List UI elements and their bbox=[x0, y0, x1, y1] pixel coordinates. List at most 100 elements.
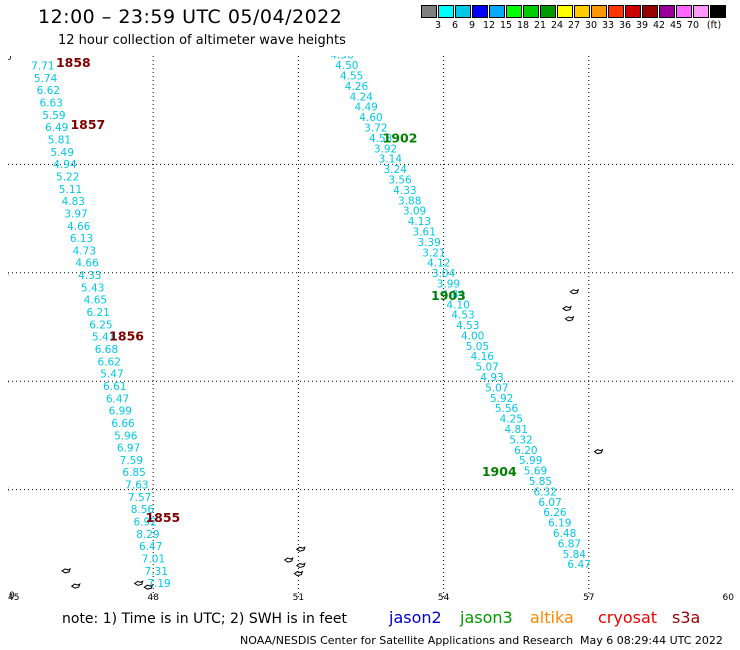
island-outline bbox=[61, 567, 71, 574]
y-tick-label: -2 bbox=[8, 160, 9, 170]
wave-height-value: 6.47 bbox=[139, 541, 162, 553]
scale-swatch bbox=[676, 5, 692, 18]
track-time-label: 1904 bbox=[482, 464, 517, 479]
scale-swatch bbox=[591, 5, 607, 18]
wave-height-value: 5.96 bbox=[114, 430, 138, 442]
scale-swatch bbox=[574, 5, 590, 18]
wave-height-value: 8.29 bbox=[136, 529, 159, 541]
island-outline bbox=[295, 562, 306, 569]
scale-label: 12 bbox=[482, 20, 496, 31]
scale-swatch bbox=[710, 5, 726, 18]
wave-height-value: 4.53 bbox=[451, 310, 474, 322]
wave-height-value: 6.25 bbox=[89, 319, 112, 331]
wave-height-value: 3.24 bbox=[384, 164, 408, 176]
scale-label: 30 bbox=[584, 20, 598, 31]
scale-label: 39 bbox=[635, 20, 649, 31]
wave-height-value: 4.26 bbox=[345, 81, 369, 93]
track-time-label: 1903 bbox=[431, 288, 466, 303]
scale-swatch bbox=[523, 5, 539, 18]
scale-label: 6 bbox=[451, 20, 459, 31]
wave-height-value: 4.25 bbox=[500, 414, 523, 426]
wave-height-value: 7.57 bbox=[128, 492, 151, 504]
wave-height-value: 5.22 bbox=[56, 171, 79, 183]
wave-height-value: 4.66 bbox=[75, 258, 99, 270]
satellite-legend-jason3: jason3 bbox=[460, 608, 513, 627]
wave-height-value: 5.84 bbox=[563, 549, 587, 561]
wave-height-value: 5.41 bbox=[92, 332, 115, 344]
wave-height-value: 5.07 bbox=[475, 362, 498, 374]
wave-height-value: 6.47 bbox=[106, 393, 129, 405]
wave-height-value: 4.16 bbox=[471, 351, 495, 363]
wave-height-value: 5.99 bbox=[519, 455, 542, 467]
wave-height-value: 3.99 bbox=[437, 278, 460, 290]
wave-height-value: 4.49 bbox=[354, 102, 377, 114]
wave-height-value: 7.63 bbox=[125, 480, 148, 492]
y-tick-label: -4 bbox=[8, 269, 9, 279]
page-subtitle: 12 hour collection of altimeter wave hei… bbox=[58, 33, 346, 48]
wave-height-value: 5.59 bbox=[42, 110, 65, 122]
y-tick-label: -10 bbox=[8, 591, 15, 601]
scale-swatch bbox=[455, 5, 471, 18]
island-outline bbox=[70, 583, 81, 589]
island-outline bbox=[562, 305, 572, 312]
wave-height-value: 6.63 bbox=[39, 98, 62, 110]
wave-height-value: 4.66 bbox=[67, 221, 91, 233]
scale-label: 21 bbox=[533, 20, 547, 31]
wave-height-value: 4.60 bbox=[359, 112, 382, 124]
wave-height-value: 4.53 bbox=[369, 133, 392, 145]
scale-label: 24 bbox=[550, 20, 564, 31]
x-tick-label: 51 bbox=[293, 593, 304, 601]
wave-height-value: 5.56 bbox=[495, 403, 519, 415]
x-tick-label: 57 bbox=[583, 593, 594, 601]
footer-note: note: 1) Time is in UTC; 2) SWH is in fe… bbox=[62, 611, 348, 627]
wave-height-value: 8.56 bbox=[131, 504, 155, 516]
scale-label: 9 bbox=[468, 20, 476, 31]
wave-height-value: 3.21 bbox=[422, 247, 445, 259]
track-time-label: 1857 bbox=[70, 117, 105, 132]
wave-height-value: 3.97 bbox=[64, 208, 87, 220]
scale-swatch bbox=[438, 5, 454, 18]
scale-label: 42 bbox=[652, 20, 666, 31]
track-time-label: 1855 bbox=[145, 510, 180, 525]
wave-height-value: 6.47 bbox=[567, 559, 590, 571]
wave-height-value: 3.88 bbox=[398, 195, 421, 207]
scale-label: 15 bbox=[499, 20, 513, 31]
track-time-label: 1902 bbox=[383, 131, 418, 146]
x-tick-label: 54 bbox=[438, 593, 450, 601]
wave-height-value: 4.84 bbox=[442, 289, 466, 301]
wave-height-value: 4.81 bbox=[505, 424, 528, 436]
wave-height-value: 5.49 bbox=[51, 147, 74, 159]
scale-label: 33 bbox=[601, 20, 615, 31]
y-tick-label: -6 bbox=[8, 377, 9, 387]
wave-height-value: 6.07 bbox=[538, 497, 561, 509]
island-outline bbox=[295, 546, 306, 552]
wave-height-value: 6.26 bbox=[543, 507, 567, 519]
x-tick-label: 48 bbox=[147, 593, 159, 601]
wave-height-value: 7.19 bbox=[147, 578, 170, 590]
wave-height-value: 3.14 bbox=[379, 154, 403, 166]
x-tick-label: 60 bbox=[723, 593, 734, 601]
scale-swatch bbox=[557, 5, 573, 18]
wave-height-value: 4.93 bbox=[480, 372, 503, 384]
island-outline bbox=[143, 584, 154, 590]
wave-height-value: 4.53 bbox=[456, 320, 479, 332]
wave-height-value: 6.85 bbox=[122, 467, 145, 479]
wave-height-value: 5.81 bbox=[48, 134, 71, 146]
color-scale-legend: 3 6 9 12 15 18 21 24 27 30 33 36 39 42 45 70 (ft) bbox=[421, 5, 727, 32]
wave-height-value: 5.05 bbox=[466, 341, 489, 353]
wave-height-value: 5.47 bbox=[100, 369, 123, 381]
satellite-legend-jason2: jason2 bbox=[389, 608, 442, 627]
wave-height-value: 4.33 bbox=[393, 185, 416, 197]
wave-height-value: 3.09 bbox=[403, 206, 426, 218]
wave-height-value: 4.56 bbox=[330, 56, 354, 62]
scale-swatch bbox=[625, 5, 641, 18]
wave-height-value: 3.04 bbox=[432, 268, 456, 280]
island-outline bbox=[593, 448, 604, 455]
scale-swatch bbox=[540, 5, 556, 18]
island-outline bbox=[569, 288, 580, 295]
x-tick-label: 45 bbox=[8, 593, 19, 601]
scale-label: 3 bbox=[434, 20, 442, 31]
wave-height-value: 7.59 bbox=[120, 455, 143, 467]
wave-height-value: 6.62 bbox=[98, 356, 121, 368]
wave-height-value: 3.92 bbox=[374, 143, 397, 155]
